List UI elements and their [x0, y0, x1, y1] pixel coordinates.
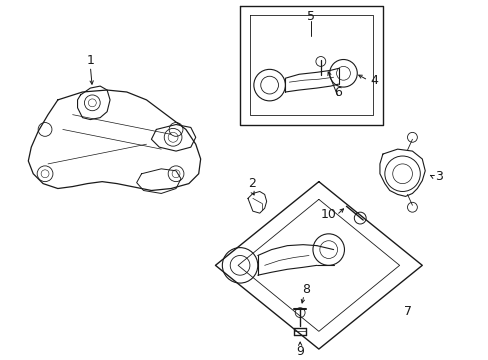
Text: 2: 2 [247, 177, 255, 190]
Text: 6: 6 [334, 86, 342, 99]
Text: 7: 7 [403, 305, 411, 318]
Text: 4: 4 [369, 74, 377, 87]
Text: 3: 3 [434, 170, 442, 183]
Text: 8: 8 [302, 283, 309, 297]
Text: 10: 10 [320, 208, 336, 221]
Text: 1: 1 [86, 54, 94, 67]
Text: 9: 9 [296, 345, 304, 357]
Text: 5: 5 [306, 10, 314, 23]
